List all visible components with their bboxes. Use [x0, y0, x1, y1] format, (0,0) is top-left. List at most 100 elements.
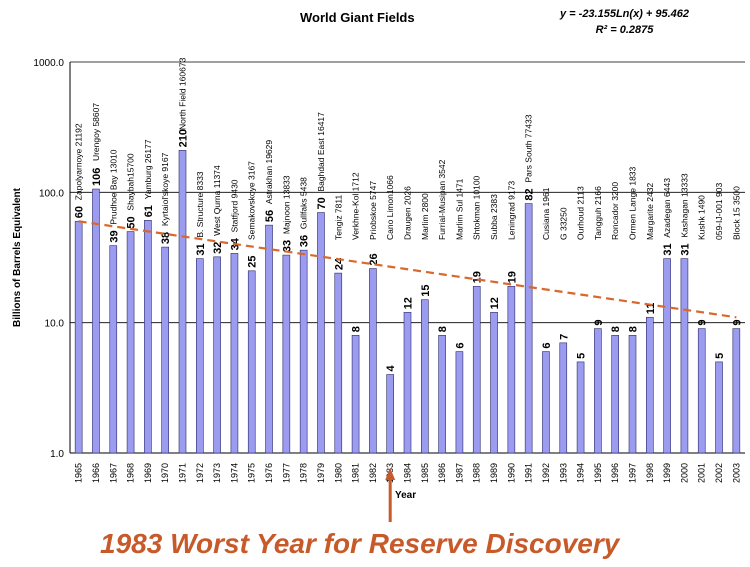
bar [646, 316, 654, 454]
bar [334, 272, 343, 454]
data-label: 7 [558, 334, 570, 340]
bar [455, 351, 464, 454]
x-tick-label: 1973 [212, 463, 222, 483]
data-label: 60 [74, 206, 86, 218]
bar [351, 334, 360, 454]
x-tick-label: 1966 [91, 463, 101, 483]
field-label: Ormen Lange 1833 [628, 166, 638, 240]
field-label: Block 15 3500 [731, 186, 741, 240]
data-label: 9 [593, 320, 605, 326]
x-tick-label: 2001 [697, 463, 707, 483]
field-label: 059-IJ-001 903 [714, 183, 724, 240]
data-label: 6 [454, 342, 466, 348]
data-label: 4 [385, 365, 397, 372]
data-label: 32 [212, 242, 224, 254]
field-label: Shaybah15700 [126, 153, 136, 210]
field-label: Furrial-Musipan 3542 [437, 159, 447, 240]
chart-title: World Giant Fields [300, 10, 415, 25]
x-tick-label: 1993 [558, 463, 568, 483]
x-tick-label: 1971 [178, 463, 188, 483]
field-label: Cano Limon1066 [385, 175, 395, 240]
data-label: 8 [628, 326, 640, 332]
x-tick-label: 2002 [714, 463, 724, 483]
field-label: North Field 160673 [178, 57, 188, 130]
x-tick-label: 1977 [281, 463, 291, 483]
x-tick-label: 1981 [351, 463, 361, 483]
data-label: 25 [247, 256, 259, 268]
field-label: Cusiana 1961 [541, 187, 551, 240]
x-tick-label: 1999 [662, 463, 672, 483]
bar [369, 268, 377, 454]
data-label: 33 [281, 240, 293, 252]
bar [697, 328, 706, 454]
x-tick-label: 1987 [454, 463, 464, 483]
field-label: G 33250 [558, 207, 568, 240]
field-label: Prudhoe Bay 13010 [108, 149, 118, 224]
bar [299, 249, 308, 454]
data-label: 106 [91, 168, 103, 186]
bar [594, 328, 602, 454]
field-label: Kushk 1490 [697, 195, 707, 240]
data-label: 31 [679, 243, 691, 255]
data-label: 8 [610, 326, 622, 332]
data-label: 9 [731, 320, 743, 326]
x-tick-label: 1970 [160, 463, 170, 483]
field-label: Marlim Sul 1471 [454, 178, 464, 240]
data-label: 12 [403, 297, 415, 309]
trend-equation: y = -23.155Ln(x) + 95.462 [560, 8, 690, 20]
bar [161, 246, 169, 454]
y-tick-label: 100.0 [39, 188, 64, 199]
x-tick-label: 2003 [731, 463, 741, 483]
bar [403, 312, 412, 454]
bar [282, 254, 291, 454]
bar [109, 245, 118, 454]
x-tick-label: 1975 [247, 463, 257, 483]
x-tick-label: 1979 [316, 463, 326, 483]
x-tick-label: 1967 [108, 463, 118, 483]
data-label: 5 [576, 353, 588, 359]
field-label: Azadegan 6443 [662, 178, 672, 238]
bar [715, 361, 723, 454]
bar [524, 203, 533, 454]
bar [230, 253, 239, 454]
x-tick-label: 1992 [541, 463, 551, 483]
bar [421, 299, 429, 454]
x-tick-label: 1978 [299, 463, 309, 483]
x-tick-label: 1990 [506, 463, 516, 483]
bar [559, 342, 568, 454]
bar [265, 224, 273, 454]
x-tick-label: 1968 [126, 463, 136, 483]
x-tick-label: 1994 [576, 463, 586, 483]
bar [126, 231, 135, 454]
field-label: Leningrad 9173 [506, 181, 516, 240]
bar [213, 256, 221, 454]
field-label: Shtokman 10100 [472, 175, 482, 240]
bar [542, 351, 550, 454]
data-label: 5 [714, 353, 726, 359]
field-label: Kashagan 13333 [679, 173, 689, 238]
bar [144, 220, 152, 454]
data-label: 31 [662, 243, 674, 255]
data-label: 19 [506, 271, 518, 283]
data-label: 210 [178, 129, 190, 147]
x-tick-label: 1984 [403, 463, 413, 483]
field-label: Pars South 77433 [524, 114, 534, 182]
bar [611, 334, 619, 454]
data-label: 39 [108, 230, 120, 242]
trend-equation-block: y = -23.155Ln(x) + 95.462 R² = 0.2875 [560, 6, 689, 38]
field-label: West Qurna 11374 [212, 165, 222, 236]
x-axis-title: Year [395, 490, 416, 501]
data-label: 6 [541, 342, 553, 348]
field-label: B. Structure 8333 [195, 171, 205, 237]
field-label: Gullfaks 5438 [299, 177, 309, 229]
x-tick-label: 1985 [420, 463, 430, 483]
x-tick-label: 2000 [679, 463, 689, 483]
bar [507, 286, 516, 454]
x-tick-label: 1976 [264, 463, 274, 483]
data-label: 12 [489, 297, 501, 309]
bar [680, 258, 689, 454]
x-tick-label: 1982 [368, 463, 378, 483]
bar [628, 334, 637, 454]
bar [490, 312, 498, 454]
